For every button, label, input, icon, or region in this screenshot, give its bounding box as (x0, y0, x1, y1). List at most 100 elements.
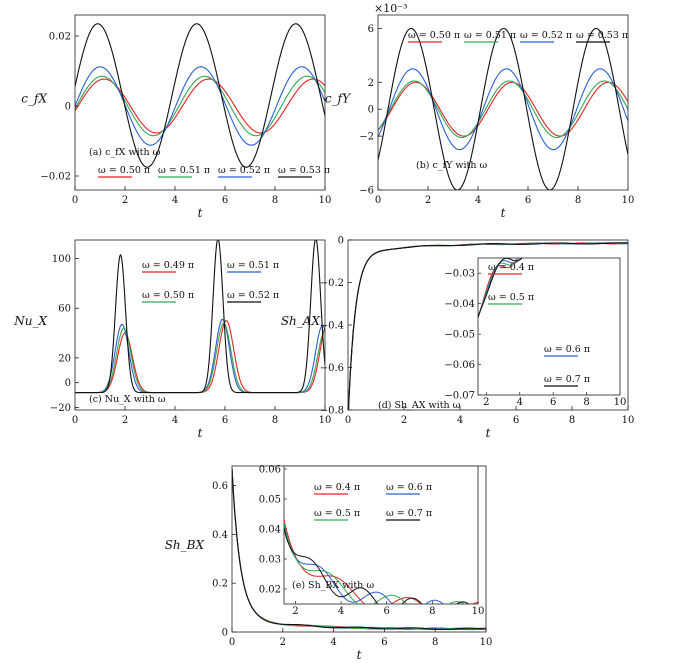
series-line-a-2 (75, 66, 325, 146)
x-axis-label-b: t (501, 206, 506, 220)
x-tick-label-b: 2 (425, 195, 431, 206)
inset-series-e-2 (284, 522, 466, 604)
x-tick-label-d: 2 (401, 415, 407, 426)
y-tick-label-b: 6 (368, 24, 374, 35)
series-line-a-1 (75, 75, 325, 137)
y-axis-label-c: Nu_X (13, 314, 47, 328)
legend-label-b-3: ω = 0.53 π (576, 30, 628, 41)
y-tick-label-c: 20 (58, 353, 71, 364)
series-line-e-3 (232, 468, 486, 631)
x-tick-label-d: 4 (457, 415, 463, 426)
legend-label-a-0: ω = 0.50 π (98, 165, 150, 176)
x-tick-label-b: 0 (375, 195, 381, 206)
legend-label-e-3: ω = 0.7 π (386, 508, 432, 519)
inset-y-tick-label-e: 0.05 (259, 495, 281, 506)
series-line-c-3 (75, 240, 325, 394)
legend-label-e-2: ω = 0.5 π (314, 508, 360, 519)
x-tick-label-c: 10 (319, 415, 332, 426)
panel-a: 0 2 4 6 8 10 −0.02 0 0.02 t c_fX (a) c_fX with ω ω =… (21, 14, 332, 220)
inset-y-tick-label-d: −0.07 (444, 391, 475, 402)
inset-series-d-3 (478, 258, 523, 317)
series-line-b-2 (378, 68, 628, 151)
exponent-label: ×10⁻³ (374, 2, 407, 15)
legend-label-d-3: ω = 0.7 π (544, 374, 590, 385)
panel-b: 0 2 4 6 8 10 −6 −2 0 2 6 t c_fY (b) c_fY with ω ω = 0.… (325, 14, 635, 220)
series-line-b-1 (378, 80, 628, 139)
inset-x-tick-label-d: 2 (483, 397, 489, 408)
y-tick-label-d: −0.6 (320, 363, 344, 374)
y-tick-label-d: −0.4 (320, 321, 344, 332)
legend-label-b-1: ω = 0.51 π (464, 30, 516, 41)
caption-b: (b) c_fY with ω (416, 160, 488, 171)
inset-y-tick-label-e: 0.06 (259, 465, 281, 476)
x-tick-label-a: 4 (172, 195, 178, 206)
series-line-a-3 (75, 23, 325, 168)
x-axis-label-a: t (198, 206, 203, 220)
inset-x-tick-label-d: 10 (614, 397, 627, 408)
x-tick-label-a: 10 (319, 195, 332, 206)
y-axis-label-b: c_fY (325, 92, 351, 106)
series-line-d-3 (348, 242, 628, 410)
inset-y-tick-label-d: −0.03 (444, 269, 475, 280)
series-line-b-0 (378, 81, 628, 137)
inset-e: 2 4 6 8 10 0.02 0.03 0.04 0.05 0.06 (259, 465, 485, 618)
x-tick-label-d: 0 (345, 415, 351, 426)
x-tick-label-a: 2 (122, 195, 128, 206)
x-tick-label-c: 8 (272, 415, 278, 426)
inset-y-tick-label-d: −0.05 (444, 330, 475, 341)
x-tick-label-b: 8 (575, 195, 581, 206)
y-tick-label-a: 0.02 (49, 32, 71, 43)
inset-x-tick-label-e: 8 (429, 606, 435, 617)
x-axis-label-d: t (486, 426, 491, 440)
legend-label-c-2: ω = 0.50 π (142, 290, 194, 301)
y-tick-label-d: −0.8 (320, 406, 344, 417)
y-tick-label-b: 0 (368, 105, 374, 116)
x-tick-label-b: 6 (525, 195, 531, 206)
inset-y-tick-label-d: −0.04 (444, 299, 475, 310)
axes-frame-b (377, 14, 629, 191)
y-axis-label-a: c_fX (21, 92, 47, 106)
axes-frame-a (74, 14, 326, 191)
inset-x-tick-label-d: 8 (583, 397, 589, 408)
caption-d: (d) Sh_AX with ω (378, 400, 461, 411)
x-tick-label-e: 10 (480, 637, 493, 648)
inset-x-tick-label-e: 2 (292, 606, 298, 617)
y-tick-label-d: −0.2 (320, 278, 344, 289)
y-axis-label-d: Sh_AX (281, 314, 321, 328)
inset-frame-e (283, 465, 479, 605)
y-tick-label-b: 2 (368, 78, 374, 89)
y-tick-label-c: −20 (50, 403, 71, 414)
x-tick-label-b: 10 (622, 195, 635, 206)
legend-label-d-1: ω = 0.5 π (488, 292, 534, 303)
inset-d: 2 4 6 8 10 −0.07 −0.06 −0.05 −0.04 −0.03 (444, 257, 627, 408)
x-tick-label-e: 6 (381, 637, 387, 648)
legend-label-d-0: ω = 0.4 π (488, 262, 534, 273)
x-tick-label-e: 0 (229, 637, 235, 648)
inset-x-tick-label-e: 10 (472, 606, 485, 617)
x-tick-label-e: 8 (432, 637, 438, 648)
x-tick-label-e: 4 (330, 637, 336, 648)
x-tick-label-d: 10 (622, 415, 635, 426)
legend-label-d-2: ω = 0.6 π (544, 344, 590, 355)
inset-frame-d (477, 257, 621, 396)
x-tick-label-c: 4 (172, 415, 178, 426)
x-tick-label-c: 2 (122, 415, 128, 426)
caption-c: (c) Nu_X with ω (89, 394, 166, 405)
inset-x-tick-label-e: 6 (384, 606, 390, 617)
inset-series-d-0 (478, 258, 518, 319)
y-tick-label-c: 0 (65, 378, 71, 389)
series-line-a-0 (75, 78, 325, 134)
inset-y-tick-label-e: 0.03 (259, 555, 281, 566)
legend-label-a-3: ω = 0.53 π (278, 165, 330, 176)
caption-a: (a) c_fX with ω (89, 147, 161, 158)
legend-label-e-0: ω = 0.4 π (314, 482, 360, 493)
inset-series-d-2 (478, 258, 522, 318)
y-tick-label-a: 0 (65, 102, 71, 113)
y-tick-label-c: 60 (58, 304, 71, 315)
legend-label-c-1: ω = 0.51 π (227, 260, 279, 271)
axes-frame-c (74, 239, 326, 411)
inset-x-tick-label-e: 4 (338, 606, 344, 617)
legend-label-c-3: ω = 0.52 π (227, 290, 279, 301)
x-tick-label-d: 6 (513, 415, 519, 426)
